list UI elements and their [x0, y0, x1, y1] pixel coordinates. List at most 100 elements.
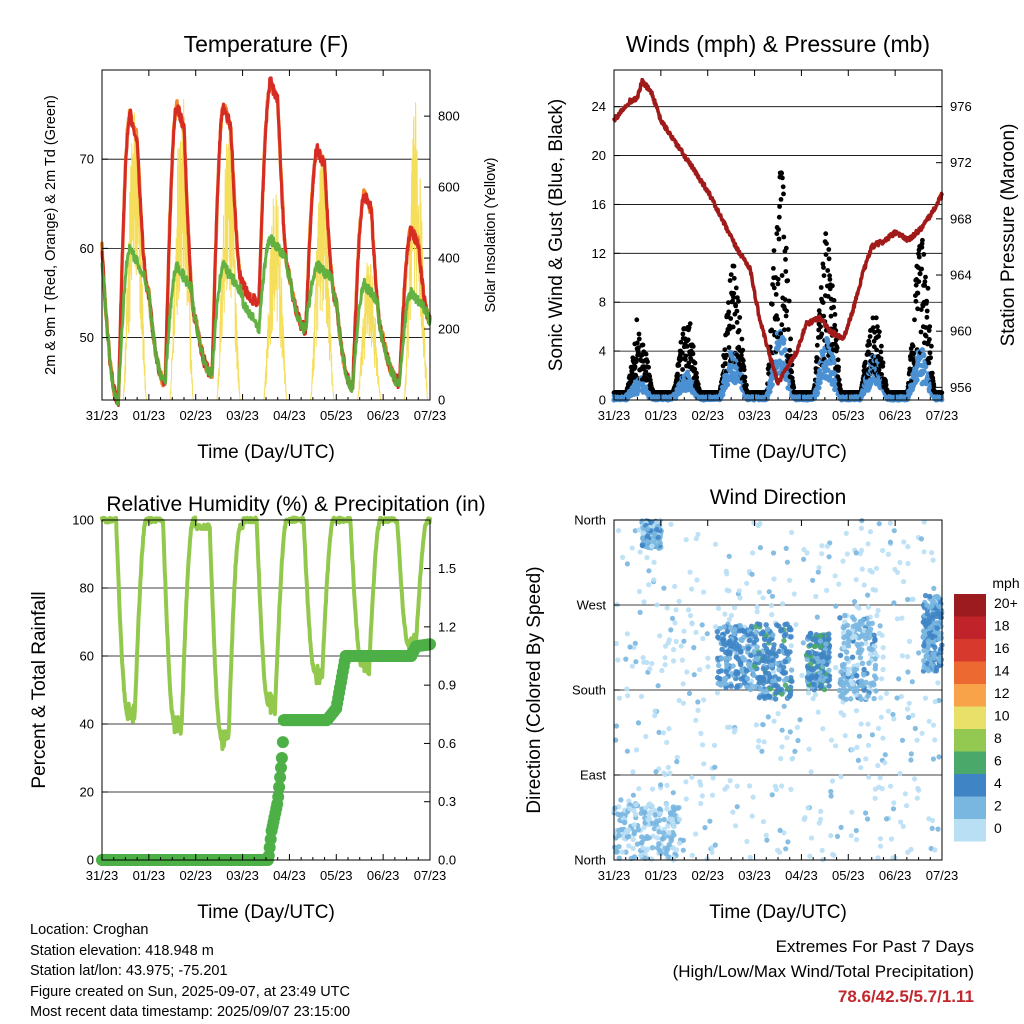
- wind-direction-point: [721, 679, 727, 686]
- precipitation-point: [422, 638, 435, 651]
- wind-speed-point: [660, 395, 667, 401]
- wind-direction-point: [861, 616, 867, 623]
- wind-direction-point: [854, 744, 860, 751]
- wind-gust-point: [796, 390, 802, 396]
- wind-speed-point: [616, 395, 622, 401]
- wind-direction-point: [937, 614, 944, 620]
- wind-gust-point: [682, 336, 688, 342]
- wind-speed-point: [673, 395, 679, 401]
- wind-direction-point: [888, 836, 895, 842]
- wind-gust-point: [839, 390, 844, 396]
- wind-speed-point: [718, 389, 725, 395]
- wind-gust-point: [628, 364, 634, 370]
- wind-speed-point: [829, 378, 835, 384]
- wind-direction-point: [809, 654, 815, 660]
- wind-gust-point: [881, 384, 887, 390]
- precipitation-point: [305, 714, 318, 727]
- wind-direction-point: [773, 653, 779, 659]
- wind-gust-point: [638, 357, 643, 362]
- wind-direction-point: [773, 690, 780, 696]
- wind-gust-point: [826, 353, 831, 358]
- wind-gust-point: [939, 390, 944, 396]
- wind-gust-point: [766, 362, 772, 368]
- wind-gust-point: [876, 367, 882, 373]
- wind-direction-point: [653, 769, 659, 775]
- wind-direction-point: [816, 662, 823, 668]
- wind-speed-point: [658, 394, 664, 400]
- wind-direction-point: [924, 603, 931, 610]
- wind-speed-point: [701, 397, 708, 403]
- precipitation-point: [412, 639, 425, 652]
- wind-direction-point: [631, 644, 637, 651]
- wind-speed-point: [929, 385, 935, 391]
- wind-direction-point: [931, 666, 937, 672]
- precipitation-point: [144, 854, 157, 866]
- wind-direction-point: [856, 605, 862, 611]
- wind-direction-point: [820, 726, 826, 732]
- wind-speed-point: [687, 377, 693, 384]
- wind-direction-point: [784, 676, 790, 682]
- precipitation-point: [248, 854, 261, 866]
- wind-direction-point: [652, 534, 658, 540]
- wind-speed-point: [838, 394, 845, 400]
- wind-direction-point: [844, 633, 850, 639]
- wind-gust-point: [923, 333, 929, 339]
- wind-gust-point: [904, 390, 909, 396]
- wind-direction-point: [926, 618, 932, 625]
- wind-direction-point: [645, 817, 651, 823]
- wind-gust-point: [862, 361, 868, 367]
- rh-xtick-label: 03/23: [226, 868, 259, 883]
- wind-direction-point: [863, 636, 869, 642]
- wind-gust-point: [870, 325, 876, 331]
- wind-direction-point: [643, 520, 649, 526]
- wind-gust-point: [915, 265, 921, 270]
- wind-speed-point: [640, 381, 646, 387]
- wind-gust-point: [722, 361, 728, 366]
- wind-direction-point: [649, 543, 655, 549]
- precipitation-point: [403, 650, 416, 662]
- wind-direction-point: [656, 811, 663, 818]
- wind-speed-point: [714, 396, 720, 402]
- wind-direction-point: [741, 634, 747, 640]
- wind-gust-point: [934, 390, 939, 396]
- wind-gust-point: [730, 324, 736, 330]
- wind-gust-point: [767, 348, 772, 354]
- wind-direction-point: [687, 613, 694, 619]
- wind-gust-point: [612, 390, 617, 396]
- wind-direction-point: [656, 519, 662, 525]
- wind-direction-point: [718, 668, 724, 674]
- wind-direction-point: [935, 652, 941, 658]
- wind-speed-point: [875, 371, 881, 378]
- wind-speed-point: [700, 394, 706, 400]
- wind-gust-point: [904, 390, 910, 396]
- precipitation-point: [396, 650, 409, 662]
- wind-direction-point: [779, 669, 786, 675]
- wind-direction-point: [921, 604, 928, 611]
- precipitation-point: [181, 854, 194, 866]
- wind-direction-point: [751, 641, 757, 647]
- wind-speed-point: [814, 385, 820, 391]
- wind-direction-point: [654, 526, 661, 532]
- wind-direction-point: [655, 524, 662, 530]
- wind-gust-point: [918, 329, 924, 335]
- temperature-title: Temperature (F): [184, 31, 349, 57]
- wind-speed-point: [891, 395, 897, 402]
- wind-direction-point: [761, 642, 768, 648]
- wind-direction-point: [872, 587, 879, 593]
- wind-direction-point: [641, 535, 647, 541]
- wind-speed-point: [700, 393, 706, 399]
- wind-speed-point: [797, 396, 803, 402]
- precipitation-point: [323, 710, 336, 723]
- wind-gust-point: [861, 383, 866, 389]
- wind-gust-point: [705, 390, 711, 396]
- wind-speed-point: [666, 394, 672, 401]
- wind-gust-point: [690, 366, 696, 371]
- wind-speed-point: [873, 377, 879, 383]
- wind-direction-point: [744, 684, 750, 690]
- wind-gust-point: [653, 390, 659, 396]
- wind-gust-point: [914, 347, 920, 352]
- wind-direction-point: [734, 783, 740, 789]
- wind-gust-point: [631, 373, 637, 378]
- wind-speed-point: [775, 370, 782, 376]
- wind-speed-point: [887, 396, 893, 402]
